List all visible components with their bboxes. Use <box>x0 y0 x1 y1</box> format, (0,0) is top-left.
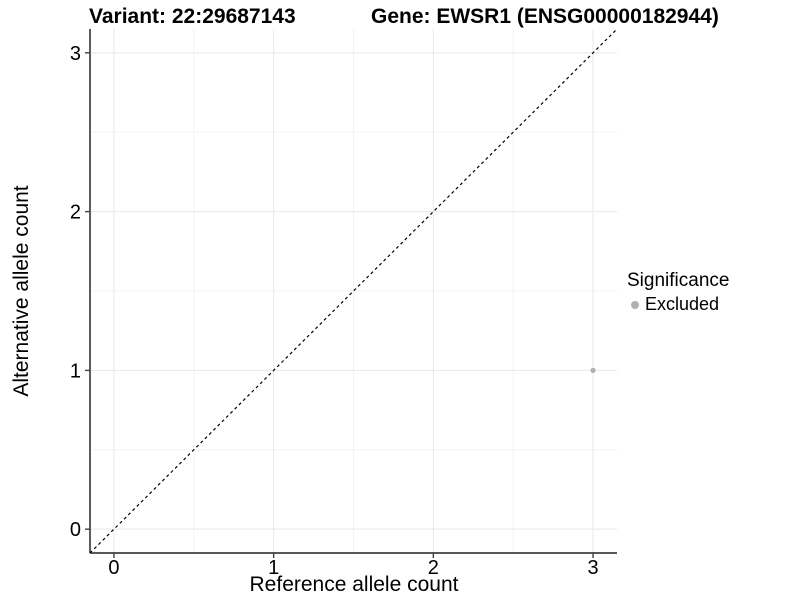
legend: Significance Excluded <box>627 269 729 315</box>
y-axis-title: Alternative allele count <box>10 185 33 397</box>
y-tick-label: 1 <box>70 360 81 382</box>
y-tick-label: 3 <box>70 43 81 65</box>
variant-title: Variant: 22:29687143 <box>89 5 296 28</box>
y-tick-label: 0 <box>70 519 81 541</box>
x-tick-label: 3 <box>587 557 598 579</box>
x-tick-label: 2 <box>428 557 439 579</box>
legend-title: Significance <box>627 270 730 291</box>
x-axis-title: Reference allele count <box>249 573 459 596</box>
data-point-excluded <box>590 367 596 373</box>
legend-item-excluded: Excluded <box>631 294 729 315</box>
y-tick-label: 2 <box>70 202 81 224</box>
legend-point-icon <box>631 300 639 309</box>
x-tick-label: 0 <box>108 557 119 579</box>
identity-dashed-line <box>89 28 618 554</box>
legend-item-label: Excluded <box>645 294 720 314</box>
x-tick-label: 1 <box>268 557 279 579</box>
gene-title: Gene: EWSR1 (ENSG00000182944) <box>371 5 719 28</box>
